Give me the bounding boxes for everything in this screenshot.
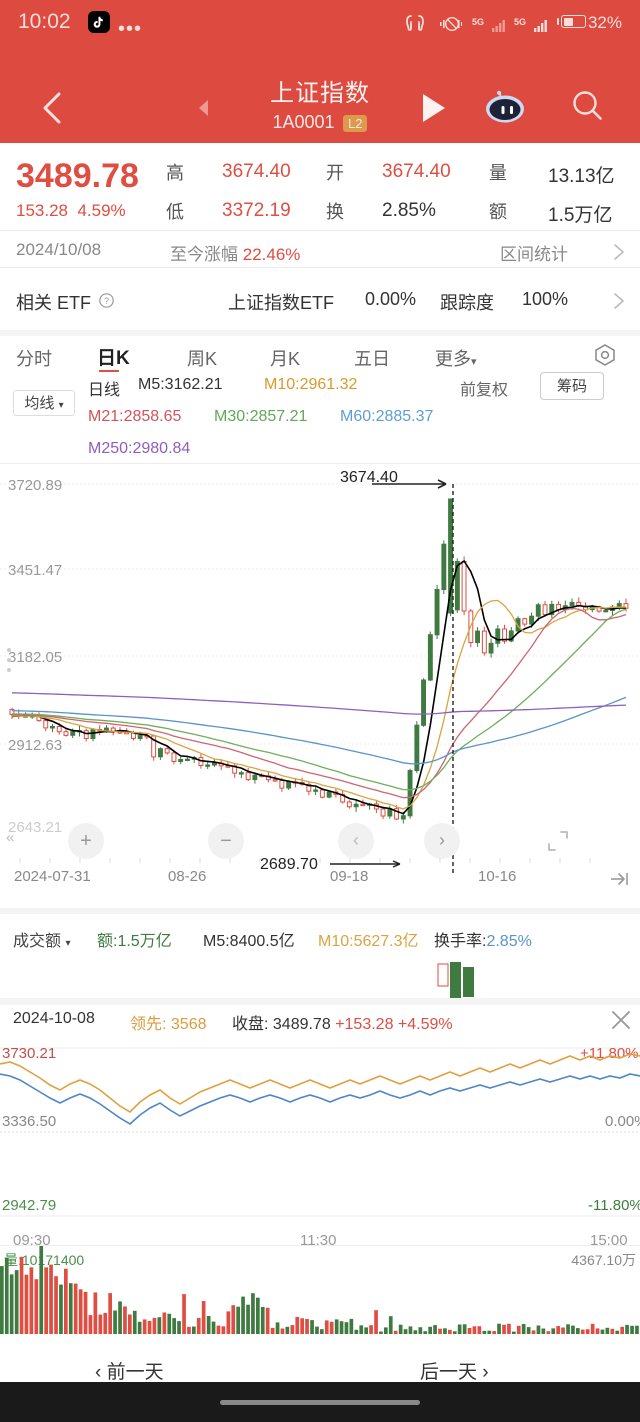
svg-text:3182.05: 3182.05	[8, 649, 62, 666]
svg-text:?: ?	[104, 296, 109, 306]
svg-text:3451.47: 3451.47	[8, 562, 62, 579]
svg-text:5G: 5G	[514, 17, 526, 27]
svg-text:-11.80%: -11.80%	[588, 1197, 640, 1214]
svg-text:5G: 5G	[472, 17, 484, 27]
svg-text:3730.21: 3730.21	[2, 1045, 56, 1062]
svg-text:2912.63: 2912.63	[8, 737, 62, 754]
svg-text:2942.79: 2942.79	[2, 1197, 56, 1214]
svg-text:3336.50: 3336.50	[2, 1113, 56, 1130]
svg-text:3674.40: 3674.40	[340, 469, 398, 486]
svg-text:0.00%: 0.00%	[605, 1113, 640, 1130]
svg-text:3720.89: 3720.89	[8, 477, 62, 494]
